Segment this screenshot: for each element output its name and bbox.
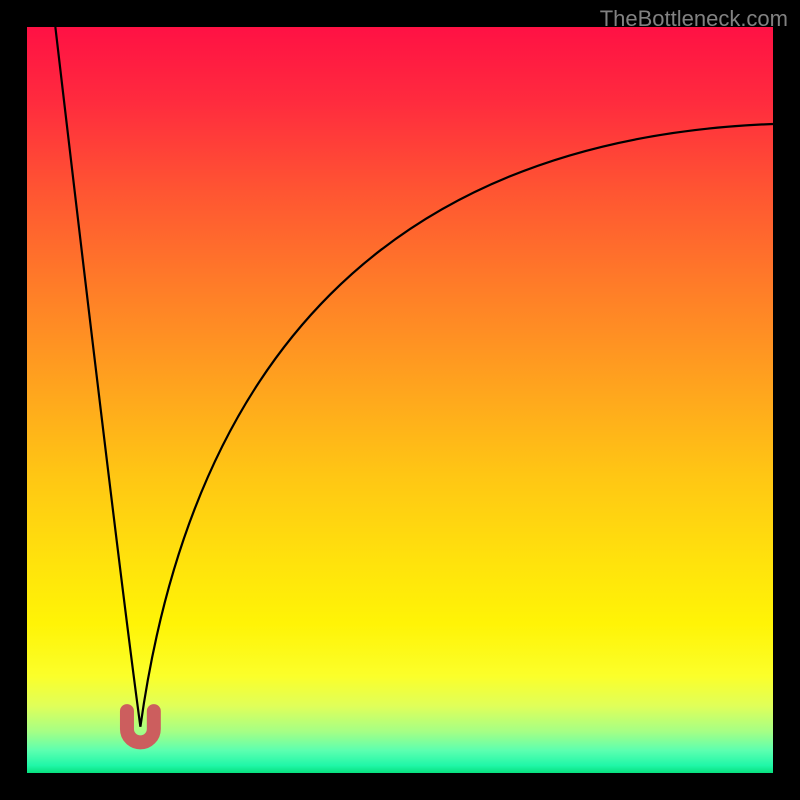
gradient-background bbox=[27, 27, 773, 773]
bottleneck-chart bbox=[0, 0, 800, 800]
watermark-text: TheBottleneck.com bbox=[600, 6, 788, 32]
